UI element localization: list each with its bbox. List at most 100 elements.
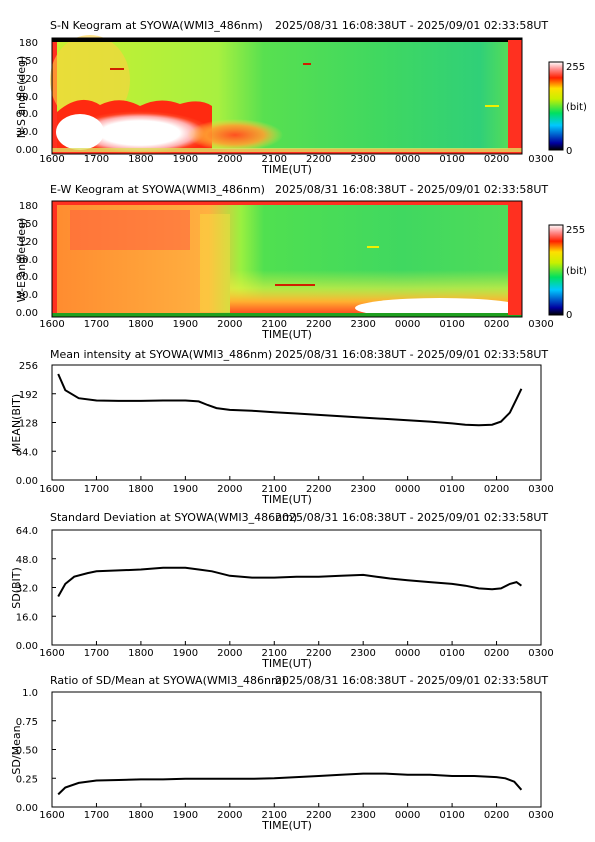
x-tick-label: 2000 xyxy=(217,319,242,330)
colorbar-max: 255 xyxy=(566,225,585,236)
x-tick-label: 1900 xyxy=(173,484,198,495)
y-tick-label: 0.25 xyxy=(16,774,38,785)
x-tick-label: 1900 xyxy=(173,154,198,165)
y-tick-label: 60.0 xyxy=(16,272,38,283)
x-tick-label: 1800 xyxy=(128,319,153,330)
sn-keogram-x-label: TIME(UT) xyxy=(261,163,312,176)
ratio-title: Ratio of SD/Mean at SYOWA(WMI3_486nm) xyxy=(50,674,286,687)
colorbar-scale xyxy=(548,61,564,151)
y-tick-label: 0.00 xyxy=(16,641,38,652)
ew-colorbar: 255 (bit) 0 xyxy=(548,224,587,321)
y-tick-label: 0.00 xyxy=(16,145,38,156)
mean-x-label: TIME(UT) xyxy=(261,493,312,506)
x-tick-label: 1800 xyxy=(128,648,153,659)
y-tick-label: 16.0 xyxy=(16,612,38,623)
ew-keogram-y-ticks: 0.00 30.0 60.0 90.0 120 150 180 xyxy=(16,201,38,319)
y-tick-label: 0.00 xyxy=(16,308,38,319)
mean-plot-frame xyxy=(51,364,542,481)
sd-panel: Standard Deviation at SYOWA(WMI3_486nm) … xyxy=(10,511,554,670)
x-tick-label: 2000 xyxy=(217,154,242,165)
x-tick-label: 2000 xyxy=(217,810,242,821)
y-tick-label: 120 xyxy=(19,74,38,85)
y-tick-label: 60.0 xyxy=(16,109,38,120)
colorbar-scale xyxy=(548,224,564,316)
y-tick-label: 0.00 xyxy=(16,476,38,487)
x-tick-label: 2000 xyxy=(217,484,242,495)
y-tick-label: 64.0 xyxy=(16,526,38,537)
colorbar-max: 255 xyxy=(566,62,585,73)
x-tick-label: 2000 xyxy=(217,648,242,659)
x-tick-label: 0100 xyxy=(439,154,464,165)
sd-x-label: TIME(UT) xyxy=(261,657,312,670)
x-tick-label: 0200 xyxy=(484,484,509,495)
y-tick-label: 1.0 xyxy=(22,688,38,699)
ew-keogram-x-ticks: 1600 1700 1800 1900 2000 2100 2200 2300 0000 0100… xyxy=(39,319,553,330)
x-tick-label: 2300 xyxy=(350,319,375,330)
x-tick-label: 0200 xyxy=(484,648,509,659)
x-tick-label: 2300 xyxy=(350,648,375,659)
y-tick-label: 128 xyxy=(19,419,38,430)
x-tick-label: 2300 xyxy=(350,484,375,495)
x-tick-label: 1900 xyxy=(173,319,198,330)
x-tick-label: 0000 xyxy=(395,154,420,165)
x-tick-label: 0200 xyxy=(484,154,509,165)
x-tick-label: 2200 xyxy=(306,648,331,659)
ew-keogram-y-label: W-E angle(deg) xyxy=(15,218,28,303)
mean-x-ticks: 1600 1700 1800 1900 2000 2100 2200 2300 0000 0100… xyxy=(39,476,554,495)
ratio-y-ticks: 0.00 0.25 0.50 0.75 1.0 xyxy=(16,688,56,814)
x-tick-label: 0100 xyxy=(439,319,464,330)
x-tick-label: 0200 xyxy=(484,810,509,821)
x-tick-label: 0100 xyxy=(439,648,464,659)
sn-keogram-y-label: N-S angle(deg) xyxy=(15,56,28,139)
sn-keogram-x-ticks: 1600 1700 1800 1900 2000 2100 2200 2300 0000 0100… xyxy=(39,154,553,165)
y-tick-label: 30.0 xyxy=(16,290,38,301)
y-tick-label: 256 xyxy=(19,361,38,372)
mean-title: Mean intensity at SYOWA(WMI3_486nm) xyxy=(50,348,272,361)
x-tick-label: 1600 xyxy=(39,810,64,821)
x-tick-label: 1800 xyxy=(128,484,153,495)
x-tick-label: 1800 xyxy=(128,154,153,165)
sd-y-ticks: 0.00 16.0 32.0 48.0 64.0 xyxy=(16,526,56,652)
x-tick-label: 1700 xyxy=(84,319,109,330)
x-tick-label: 0000 xyxy=(395,648,420,659)
sn-keogram-y-ticks: 0.00 30.0 60.0 90.0 120 150 180 xyxy=(16,38,38,156)
x-tick-label: 0300 xyxy=(528,319,553,330)
colorbar-min: 0 xyxy=(566,310,572,321)
colorbar-unit: (bit) xyxy=(566,102,587,113)
x-tick-label: 0300 xyxy=(528,154,553,165)
x-tick-label: 1600 xyxy=(39,319,64,330)
sd-x-ticks: 1600 1700 1800 1900 2000 2100 2200 2300 0000 0100… xyxy=(39,641,554,659)
sn-colorbar: 255 (bit) 0 xyxy=(548,61,587,157)
x-tick-label: 1600 xyxy=(39,154,64,165)
mean-y-label: MEAN(BIT) xyxy=(10,394,23,452)
y-tick-label: 0.75 xyxy=(16,717,38,728)
x-tick-label: 2200 xyxy=(306,319,331,330)
mean-intensity-line xyxy=(57,373,523,427)
y-tick-label: 150 xyxy=(19,56,38,67)
ew-keogram-x-label: TIME(UT) xyxy=(261,328,312,341)
sn-keogram-title: S-N Keogram at SYOWA(WMI3_486nm) xyxy=(50,19,263,32)
x-tick-label: 0100 xyxy=(439,810,464,821)
sd-time-range: 2025/08/31 16:08:38UT - 2025/09/01 02:33… xyxy=(275,511,548,524)
sn-keogram-time-range: 2025/08/31 16:08:38UT - 2025/09/01 02:33… xyxy=(275,19,548,32)
x-tick-label: 1800 xyxy=(128,810,153,821)
sd-line xyxy=(57,566,522,597)
x-tick-label: 0200 xyxy=(484,319,509,330)
x-tick-label: 2100 xyxy=(262,648,287,659)
ratio-line xyxy=(57,772,523,796)
ratio-plot-frame xyxy=(51,691,542,808)
x-tick-label: 1700 xyxy=(84,648,109,659)
x-tick-label: 2200 xyxy=(306,810,331,821)
x-tick-label: 2200 xyxy=(306,154,331,165)
x-tick-label: 1700 xyxy=(84,154,109,165)
y-tick-label: 32.0 xyxy=(16,584,38,595)
y-tick-label: 90.0 xyxy=(16,92,38,103)
y-tick-label: 120 xyxy=(19,237,38,248)
x-tick-label: 2100 xyxy=(262,484,287,495)
y-tick-label: 0.00 xyxy=(16,803,38,814)
sn-keogram-panel: S-N Keogram at SYOWA(WMI3_486nm) 2025/08… xyxy=(15,19,587,176)
mean-y-ticks: 0.00 64.0 128 192 256 xyxy=(16,361,56,487)
y-tick-label: 150 xyxy=(19,219,38,230)
ew-keogram-image xyxy=(52,201,525,318)
